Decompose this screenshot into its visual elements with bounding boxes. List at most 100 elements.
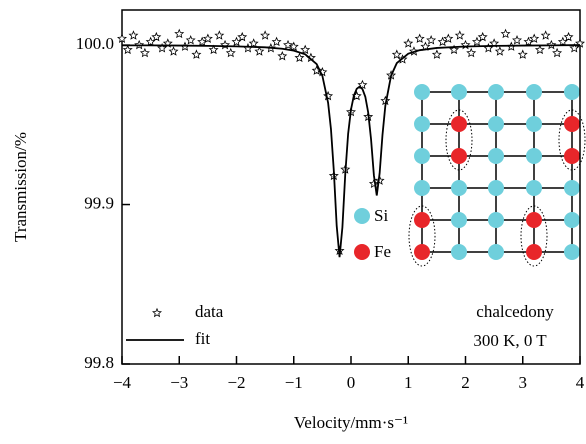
x-tick-label: 1 bbox=[404, 373, 413, 392]
data-point bbox=[437, 36, 448, 47]
data-point bbox=[254, 46, 265, 56]
data-point bbox=[534, 44, 545, 55]
atom bbox=[414, 180, 430, 196]
data-point bbox=[426, 35, 437, 45]
data-point bbox=[202, 33, 213, 43]
atom bbox=[564, 148, 580, 164]
x-tick-label: −4 bbox=[113, 373, 132, 392]
fe-label: Fe bbox=[374, 242, 391, 261]
inset-atoms bbox=[414, 84, 580, 260]
data-point bbox=[403, 38, 414, 48]
fe-swatch bbox=[354, 244, 370, 260]
atom bbox=[526, 148, 542, 164]
data-point bbox=[168, 46, 179, 56]
data-point bbox=[391, 49, 402, 59]
inset-ellipses bbox=[408, 109, 586, 267]
data-point bbox=[277, 50, 288, 61]
atom bbox=[451, 244, 467, 260]
atom bbox=[451, 212, 467, 228]
data-point bbox=[494, 46, 505, 56]
data-point bbox=[294, 52, 305, 63]
data-point bbox=[145, 36, 156, 47]
atom bbox=[414, 212, 430, 228]
data-point bbox=[443, 33, 454, 43]
atom bbox=[488, 244, 504, 260]
legend-label: data bbox=[195, 302, 224, 321]
y-tick-label: 100.0 bbox=[76, 34, 114, 53]
data-point bbox=[260, 30, 271, 40]
x-tick-label: 2 bbox=[461, 373, 470, 392]
data-point bbox=[529, 33, 540, 43]
fit-line bbox=[122, 44, 581, 258]
atom bbox=[526, 116, 542, 132]
data-point bbox=[449, 44, 460, 55]
atom bbox=[564, 84, 580, 100]
data-point bbox=[185, 35, 196, 45]
annotation: chalcedony bbox=[476, 302, 554, 321]
y-axis-label: Transmission/% bbox=[11, 132, 30, 242]
data-point bbox=[117, 33, 127, 43]
data-point bbox=[225, 47, 236, 58]
data-point bbox=[214, 30, 225, 40]
data-point bbox=[512, 35, 523, 45]
atom bbox=[526, 212, 542, 228]
data-point bbox=[563, 31, 574, 42]
y-tick-label: 99.8 bbox=[84, 353, 114, 372]
data-point bbox=[151, 31, 162, 42]
atom bbox=[488, 212, 504, 228]
atom bbox=[526, 244, 542, 260]
x-axis-label: Velocity/mm·s⁻¹ bbox=[294, 413, 408, 432]
si-label: Si bbox=[374, 206, 388, 225]
atom bbox=[564, 244, 580, 260]
x-tick-label: 0 bbox=[347, 373, 356, 392]
atom bbox=[414, 116, 430, 132]
data-point bbox=[191, 49, 202, 59]
x-tick-label: 4 bbox=[576, 373, 585, 392]
x-tick-label: 3 bbox=[519, 373, 528, 392]
data-point bbox=[220, 39, 231, 50]
atom bbox=[451, 116, 467, 132]
data-point bbox=[552, 47, 563, 58]
annotation: 300 K, 0 T bbox=[473, 331, 547, 350]
atom bbox=[564, 180, 580, 196]
si-swatch bbox=[354, 208, 370, 224]
atom bbox=[564, 116, 580, 132]
data-point bbox=[466, 47, 477, 58]
data-point bbox=[248, 38, 259, 48]
data-point bbox=[523, 36, 534, 47]
y-tick-label: 99.9 bbox=[84, 193, 114, 212]
data-point bbox=[237, 31, 248, 42]
atom bbox=[488, 84, 504, 100]
atom bbox=[488, 116, 504, 132]
data-point bbox=[139, 47, 150, 58]
data-point bbox=[128, 30, 139, 40]
data-point bbox=[271, 36, 282, 47]
data-point bbox=[174, 28, 185, 39]
atom bbox=[451, 148, 467, 164]
legend-label: fit bbox=[195, 329, 210, 348]
atom bbox=[451, 84, 467, 100]
data-point bbox=[197, 36, 208, 47]
atom bbox=[488, 148, 504, 164]
data-point bbox=[454, 30, 465, 40]
data-point bbox=[283, 39, 294, 50]
data-point bbox=[231, 36, 242, 47]
data-point bbox=[517, 49, 528, 59]
plot-frame bbox=[121, 9, 581, 365]
atom bbox=[564, 212, 580, 228]
data-point bbox=[431, 49, 442, 59]
x-tick-label: −1 bbox=[285, 373, 303, 392]
x-tick-label: −2 bbox=[227, 373, 245, 392]
data-point bbox=[122, 44, 133, 55]
data-point bbox=[557, 36, 568, 47]
atom bbox=[526, 84, 542, 100]
data-point bbox=[414, 33, 425, 43]
atom bbox=[451, 180, 467, 196]
data-point bbox=[288, 41, 299, 51]
data-point bbox=[300, 44, 311, 55]
x-tick-label: −3 bbox=[170, 373, 188, 392]
data-point bbox=[242, 43, 253, 53]
atom bbox=[526, 180, 542, 196]
inset-lattice bbox=[421, 91, 573, 253]
